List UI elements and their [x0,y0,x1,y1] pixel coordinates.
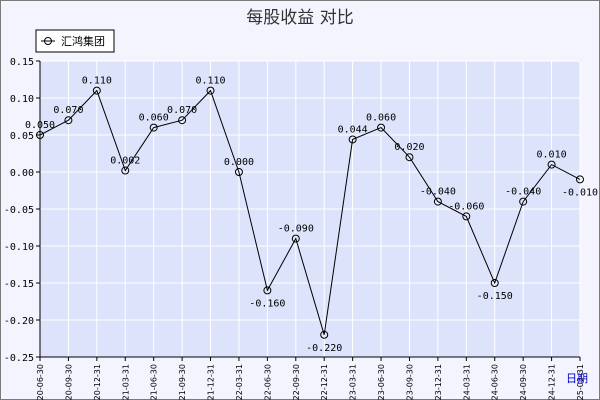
x-tick-label: 2021-12-31 [207,364,216,400]
y-tick-label: -0.25 [4,353,34,364]
series-line [39,89,581,335]
y-tick-label: 0.10 [10,94,34,105]
data-point [348,135,357,144]
y-tick-label: -0.15 [4,279,34,290]
data-point [263,286,272,295]
x-tick-label: 2020-06-30 [36,364,45,400]
x-tick-label: 2024-12-31 [548,364,557,400]
legend-marker [44,37,52,45]
legend-label: 汇鸿集团 [61,34,105,48]
data-point [519,197,528,206]
x-tick-label: 2021-09-30 [178,364,187,400]
data-point [320,330,329,339]
data-point [291,234,300,243]
data-label: 0.070 [167,105,197,116]
y-tick-label: -0.10 [4,242,34,253]
x-tick-label: 2021-03-31 [121,364,130,400]
data-label: 0.110 [82,76,112,87]
x-tick-label: 2022-06-30 [263,364,272,400]
data-point [36,131,44,139]
data-label: 0.070 [53,105,83,116]
x-tick-label: 2022-09-30 [292,364,301,400]
data-label: 0.050 [25,120,55,131]
x-tick-label: 2024-06-30 [491,364,500,400]
data-label: -0.040 [505,187,541,198]
chart-title: 每股收益 对比 [246,8,353,28]
x-tick-label: 2020-12-31 [93,364,102,400]
data-label: -0.150 [477,291,513,302]
data-label: 0.000 [224,157,254,168]
data-point [547,160,556,169]
data-label: -0.060 [448,201,484,212]
x-tick-label: 2022-12-31 [320,364,329,400]
x-tick-label: 2023-03-31 [349,364,358,400]
data-label: -0.040 [420,187,456,198]
data-label: 0.060 [139,113,169,124]
x-tick-label: 2024-09-30 [519,364,528,400]
data-labels: 0.0500.0700.1100.0020.0600.0700.1100.000… [25,76,598,354]
data-label: 0.002 [110,156,140,167]
data-point [405,153,414,162]
x-tick-label: 2022-03-31 [235,364,244,400]
x-axis-unit-label: 日期 [566,372,588,385]
data-point [206,86,215,95]
data-point [64,116,73,125]
x-tick-label: 2023-06-30 [377,364,386,400]
data-point [576,175,584,184]
y-axis-ticks: 0.15 0.10 0.05 0.00 -0.05 -0.10 -0.15 -0.20 -0.2… [4,57,41,364]
data-label: -0.090 [278,224,314,235]
data-label: 0.110 [195,76,225,87]
x-tick-label: 2021-06-30 [150,364,159,400]
data-label: -0.220 [306,343,342,354]
data-point [92,86,101,95]
data-label: 0.060 [366,113,396,124]
data-point [149,123,158,132]
x-tick-label: 2024-03-31 [462,364,471,400]
data-label: 0.044 [338,124,368,135]
data-label: -0.160 [249,298,285,309]
data-points [36,86,584,339]
data-point [234,168,243,176]
y-tick-label: -0.05 [4,205,34,216]
data-label: 0.020 [394,142,424,153]
y-tick-label: 0.00 [10,168,34,179]
data-point [462,212,471,221]
x-tick-label: 2025-03-31 [576,364,585,400]
legend-box [35,29,115,53]
y-tick-label: -0.20 [4,316,34,327]
data-point [490,279,499,287]
x-tick-label: 2023-12-31 [434,364,443,400]
x-tick-label: 2023-09-30 [405,364,414,400]
data-point [121,166,130,175]
legend: 汇鸿集团 [35,29,115,53]
x-axis-ticks: 2020-06-30 2020-09-30 2020-12-31 2021-03-31… [36,356,585,400]
y-tick-label: 0.15 [10,57,34,68]
x-tick-label: 2020-09-30 [64,364,73,400]
y-tick-label: 0.05 [10,131,34,142]
data-label: -0.010 [562,187,598,198]
data-label: 0.010 [537,150,567,161]
data-point [377,123,386,132]
data-point [433,197,442,206]
data-point [178,116,187,125]
